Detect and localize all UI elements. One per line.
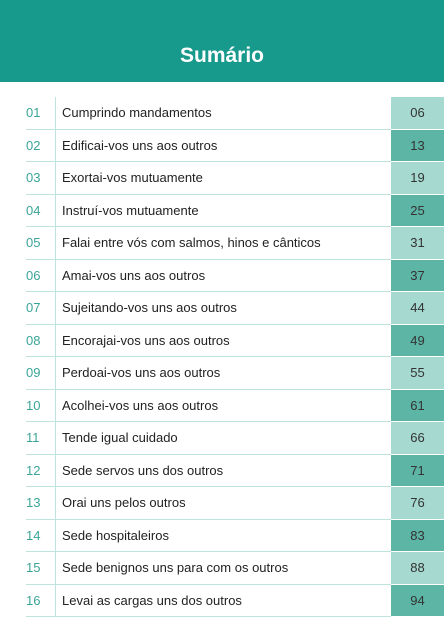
- chapter-number: 14: [26, 519, 56, 552]
- chapter-number: 02: [26, 129, 56, 162]
- toc-entry[interactable]: 13 Orai uns pelos outros 76: [0, 487, 444, 520]
- toc-entry[interactable]: 05 Falai entre vós com salmos, hinos e câ…: [0, 227, 444, 260]
- page-number: 13: [391, 129, 444, 162]
- chapter-number: 05: [26, 227, 56, 260]
- chapter-title: Levai as cargas uns dos outros: [62, 592, 242, 608]
- chapter-title: Edificai-vos uns aos outros: [62, 137, 218, 153]
- page-number: 25: [391, 194, 444, 227]
- toc-entry[interactable]: 02 Edificai-vos uns aos outros 13: [0, 129, 444, 162]
- chapter-title: Acolhei-vos uns aos outros: [62, 397, 219, 413]
- toc-entry[interactable]: 11 Tende igual cuidado 66: [0, 422, 444, 455]
- chapter-title: Sede hospitaleiros: [62, 527, 169, 543]
- chapter-title: Falai entre vós com salmos, hinos e cânt…: [62, 235, 321, 250]
- toc-entry[interactable]: 15 Sede benignos uns para com os outros 88: [0, 552, 444, 585]
- toc-entry[interactable]: 12 Sede servos uns dos outros 71: [0, 454, 444, 487]
- chapter-number: 08: [26, 324, 56, 357]
- toc-entry[interactable]: 03 Exortai-vos mutuamente 19: [0, 162, 444, 195]
- chapter-number: 12: [26, 454, 56, 487]
- header: Sumário: [0, 0, 444, 82]
- chapter-number: 16: [26, 584, 56, 617]
- chapter-title: Amai-vos uns aos outros: [62, 267, 206, 283]
- page-number: 71: [391, 454, 444, 487]
- page-number: 94: [391, 584, 444, 617]
- chapter-title: Exortai-vos mutuamente: [62, 170, 203, 185]
- chapter-title: Cumprindo mandamentos: [62, 105, 212, 120]
- page-number: 19: [391, 162, 444, 195]
- page-number: 88: [391, 552, 444, 585]
- page-number: 31: [391, 227, 444, 260]
- chapter-number: 15: [26, 552, 56, 585]
- page-number: 06: [391, 97, 444, 130]
- chapter-number: 10: [26, 389, 56, 422]
- chapter-number: 07: [26, 292, 56, 325]
- chapter-number: 04: [26, 194, 56, 227]
- chapter-title: Orai uns pelos outros: [62, 495, 186, 510]
- toc-entry[interactable]: 06 Amai-vos uns aos outros 37: [0, 259, 444, 292]
- chapter-title: Sede benignos uns para com os outros: [62, 560, 289, 575]
- page-number: 44: [391, 292, 444, 325]
- page-number: 37: [391, 259, 444, 292]
- toc-entry[interactable]: 09 Perdoai-vos uns aos outros 55: [0, 357, 444, 390]
- page-number: 55: [391, 357, 444, 390]
- toc-entry[interactable]: 07 Sujeitando-vos uns aos outros 44: [0, 292, 444, 325]
- chapter-title: Tende igual cuidado: [62, 430, 178, 445]
- toc-entry[interactable]: 04 Instruí-vos mutuamente 25: [0, 194, 444, 227]
- title: Sumário: [179, 44, 265, 67]
- chapter-number: 03: [26, 162, 56, 195]
- page-number: 76: [391, 487, 444, 520]
- chapter-number: 13: [26, 487, 56, 520]
- page-number: 83: [391, 519, 444, 552]
- chapter-number: 01: [26, 97, 56, 130]
- toc-entry[interactable]: 01 Cumprindo mandamentos 06: [0, 97, 444, 130]
- toc-entry[interactable]: 16 Levai as cargas uns dos outros 94: [0, 584, 444, 617]
- page-number: 61: [391, 389, 444, 422]
- toc-entry[interactable]: 10 Acolhei-vos uns aos outros 61: [0, 389, 444, 422]
- chapter-title: Perdoai-vos uns aos outros: [62, 365, 221, 380]
- chapter-number: 06: [26, 259, 56, 292]
- page-number: 49: [391, 324, 444, 357]
- chapter-title: Instruí-vos mutuamente: [62, 202, 199, 218]
- page-number: 66: [391, 422, 444, 455]
- chapter-number: 11: [26, 422, 56, 455]
- chapter-title: Sujeitando-vos uns aos outros: [62, 300, 237, 315]
- chapter-number: 09: [26, 357, 56, 390]
- chapter-title: Encorajai-vos uns aos outros: [62, 332, 230, 348]
- toc-entry[interactable]: 14 Sede hospitaleiros 83: [0, 519, 444, 552]
- toc-entry[interactable]: 08 Encorajai-vos uns aos outros 49: [0, 324, 444, 357]
- chapter-title: Sede servos uns dos outros: [62, 462, 224, 478]
